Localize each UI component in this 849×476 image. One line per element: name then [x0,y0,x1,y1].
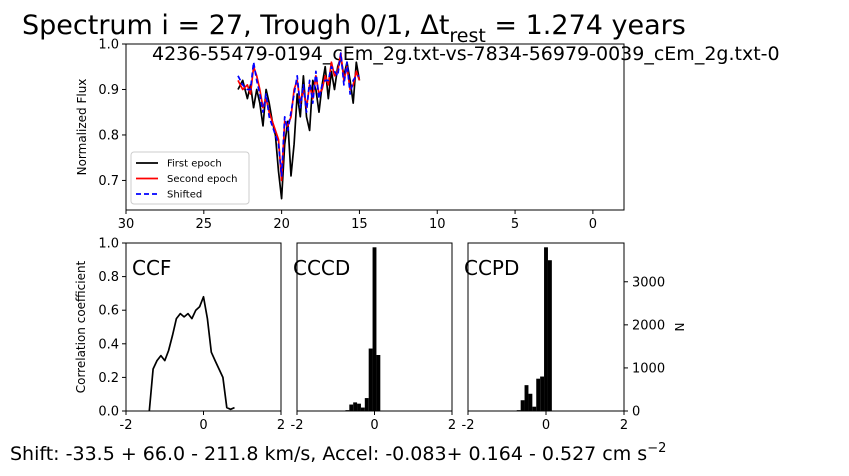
histogram-bar [540,376,545,411]
series-second-epoch-line [237,52,361,182]
x-tick-label: 30 [118,217,135,232]
x-tick-label: 15 [351,217,368,232]
cccd-histogram: -2 0 2 CCCD [291,242,456,433]
y-tick-label: 1000 [632,361,665,376]
y-tick-label: 0.2 [98,371,119,386]
x-tick-label: 25 [196,217,213,232]
histogram-bar [364,398,369,411]
figure-title: Spectrum i = 27, Trough 0/1, Δtrest = 1.… [22,10,686,47]
histogram-bar [524,385,529,411]
x-tick-label: -2 [462,418,475,433]
histogram-bar [536,378,541,411]
y-tick-label: 1.0 [98,237,119,252]
panel-label-cccd: CCCD [293,256,350,280]
shift-accel-summary: Shift: -33.5 + 66.0 - 211.8 km/s, Accel:… [10,441,666,465]
histogram-bar [376,355,381,411]
y-tick-label: 0.8 [98,128,119,143]
histogram-bar [544,247,548,411]
figure-subtitle: 4236-55479-0194_cEm_2g.txt-vs-7834-56979… [152,43,780,65]
x-tick-label: 2 [620,418,628,433]
axes-frame [467,242,625,412]
y-tick-label: 1.0 [98,38,119,53]
histogram-bar [532,406,537,411]
y-tick-label: 0.0 [98,405,119,420]
legend-label: Shifted [167,190,202,201]
x-tick-label: 0 [542,418,550,433]
axes-frame [125,43,625,211]
histogram-bar [520,400,525,411]
x-tick-label: 2 [277,418,285,433]
x-tick-label: 10 [429,217,446,232]
histogram-bar [357,403,361,411]
histogram-bar [368,348,373,411]
y-tick-label: 0.9 [98,83,119,98]
y-axis-label: N [673,323,687,332]
ccf-plot: -2 0 2 0.0 0.2 0.4 0.6 0.8 1.0 CCF Correlation coe… [74,237,285,434]
histogram-bar [349,404,354,411]
histogram-bar [353,402,358,411]
legend-label: First epoch [167,159,222,170]
y-tick-label: 0.4 [98,337,119,352]
y-tick-label: 3000 [632,275,665,290]
y-axis-label: Correlation coefficient [74,260,88,393]
legend-label: Second epoch [167,174,237,185]
y-tick-label: 0 [632,405,640,420]
axes-frame [125,242,282,412]
x-tick-label: 20 [273,217,290,232]
legend: First epoch Second epoch Shifted [130,151,250,205]
panel-label-ccf: CCF [132,256,171,280]
x-tick-label: -2 [120,418,133,433]
x-tick-label: 5 [511,217,519,232]
histogram-bar [360,407,365,411]
x-tick-label: 2 [448,418,456,433]
x-tick-label: 0 [589,217,597,232]
x-tick-label: -2 [291,418,304,433]
y-tick-label: 0.6 [98,304,119,319]
y-tick-label: 0.7 [98,174,119,189]
axes-frame [296,242,453,412]
y-tick-label: 0.8 [98,270,119,285]
series-shifted-line [237,52,360,177]
y-tick-label: 2000 [632,318,665,333]
legend-box [130,151,250,205]
spectrum-plot: 30 25 20 15 10 5 0 0.7 0.8 0.9 1.0 Normalized Flux F… [75,38,625,232]
x-tick-label: 0 [199,418,207,433]
y-axis-label: Normalized Flux [75,79,89,176]
histogram-bar [528,393,533,411]
x-tick-label: 0 [370,418,378,433]
panel-label-ccpd: CCPD [464,256,519,280]
ccf-line [148,295,235,412]
histogram-bar [372,247,377,411]
histogram-bar [547,260,552,411]
